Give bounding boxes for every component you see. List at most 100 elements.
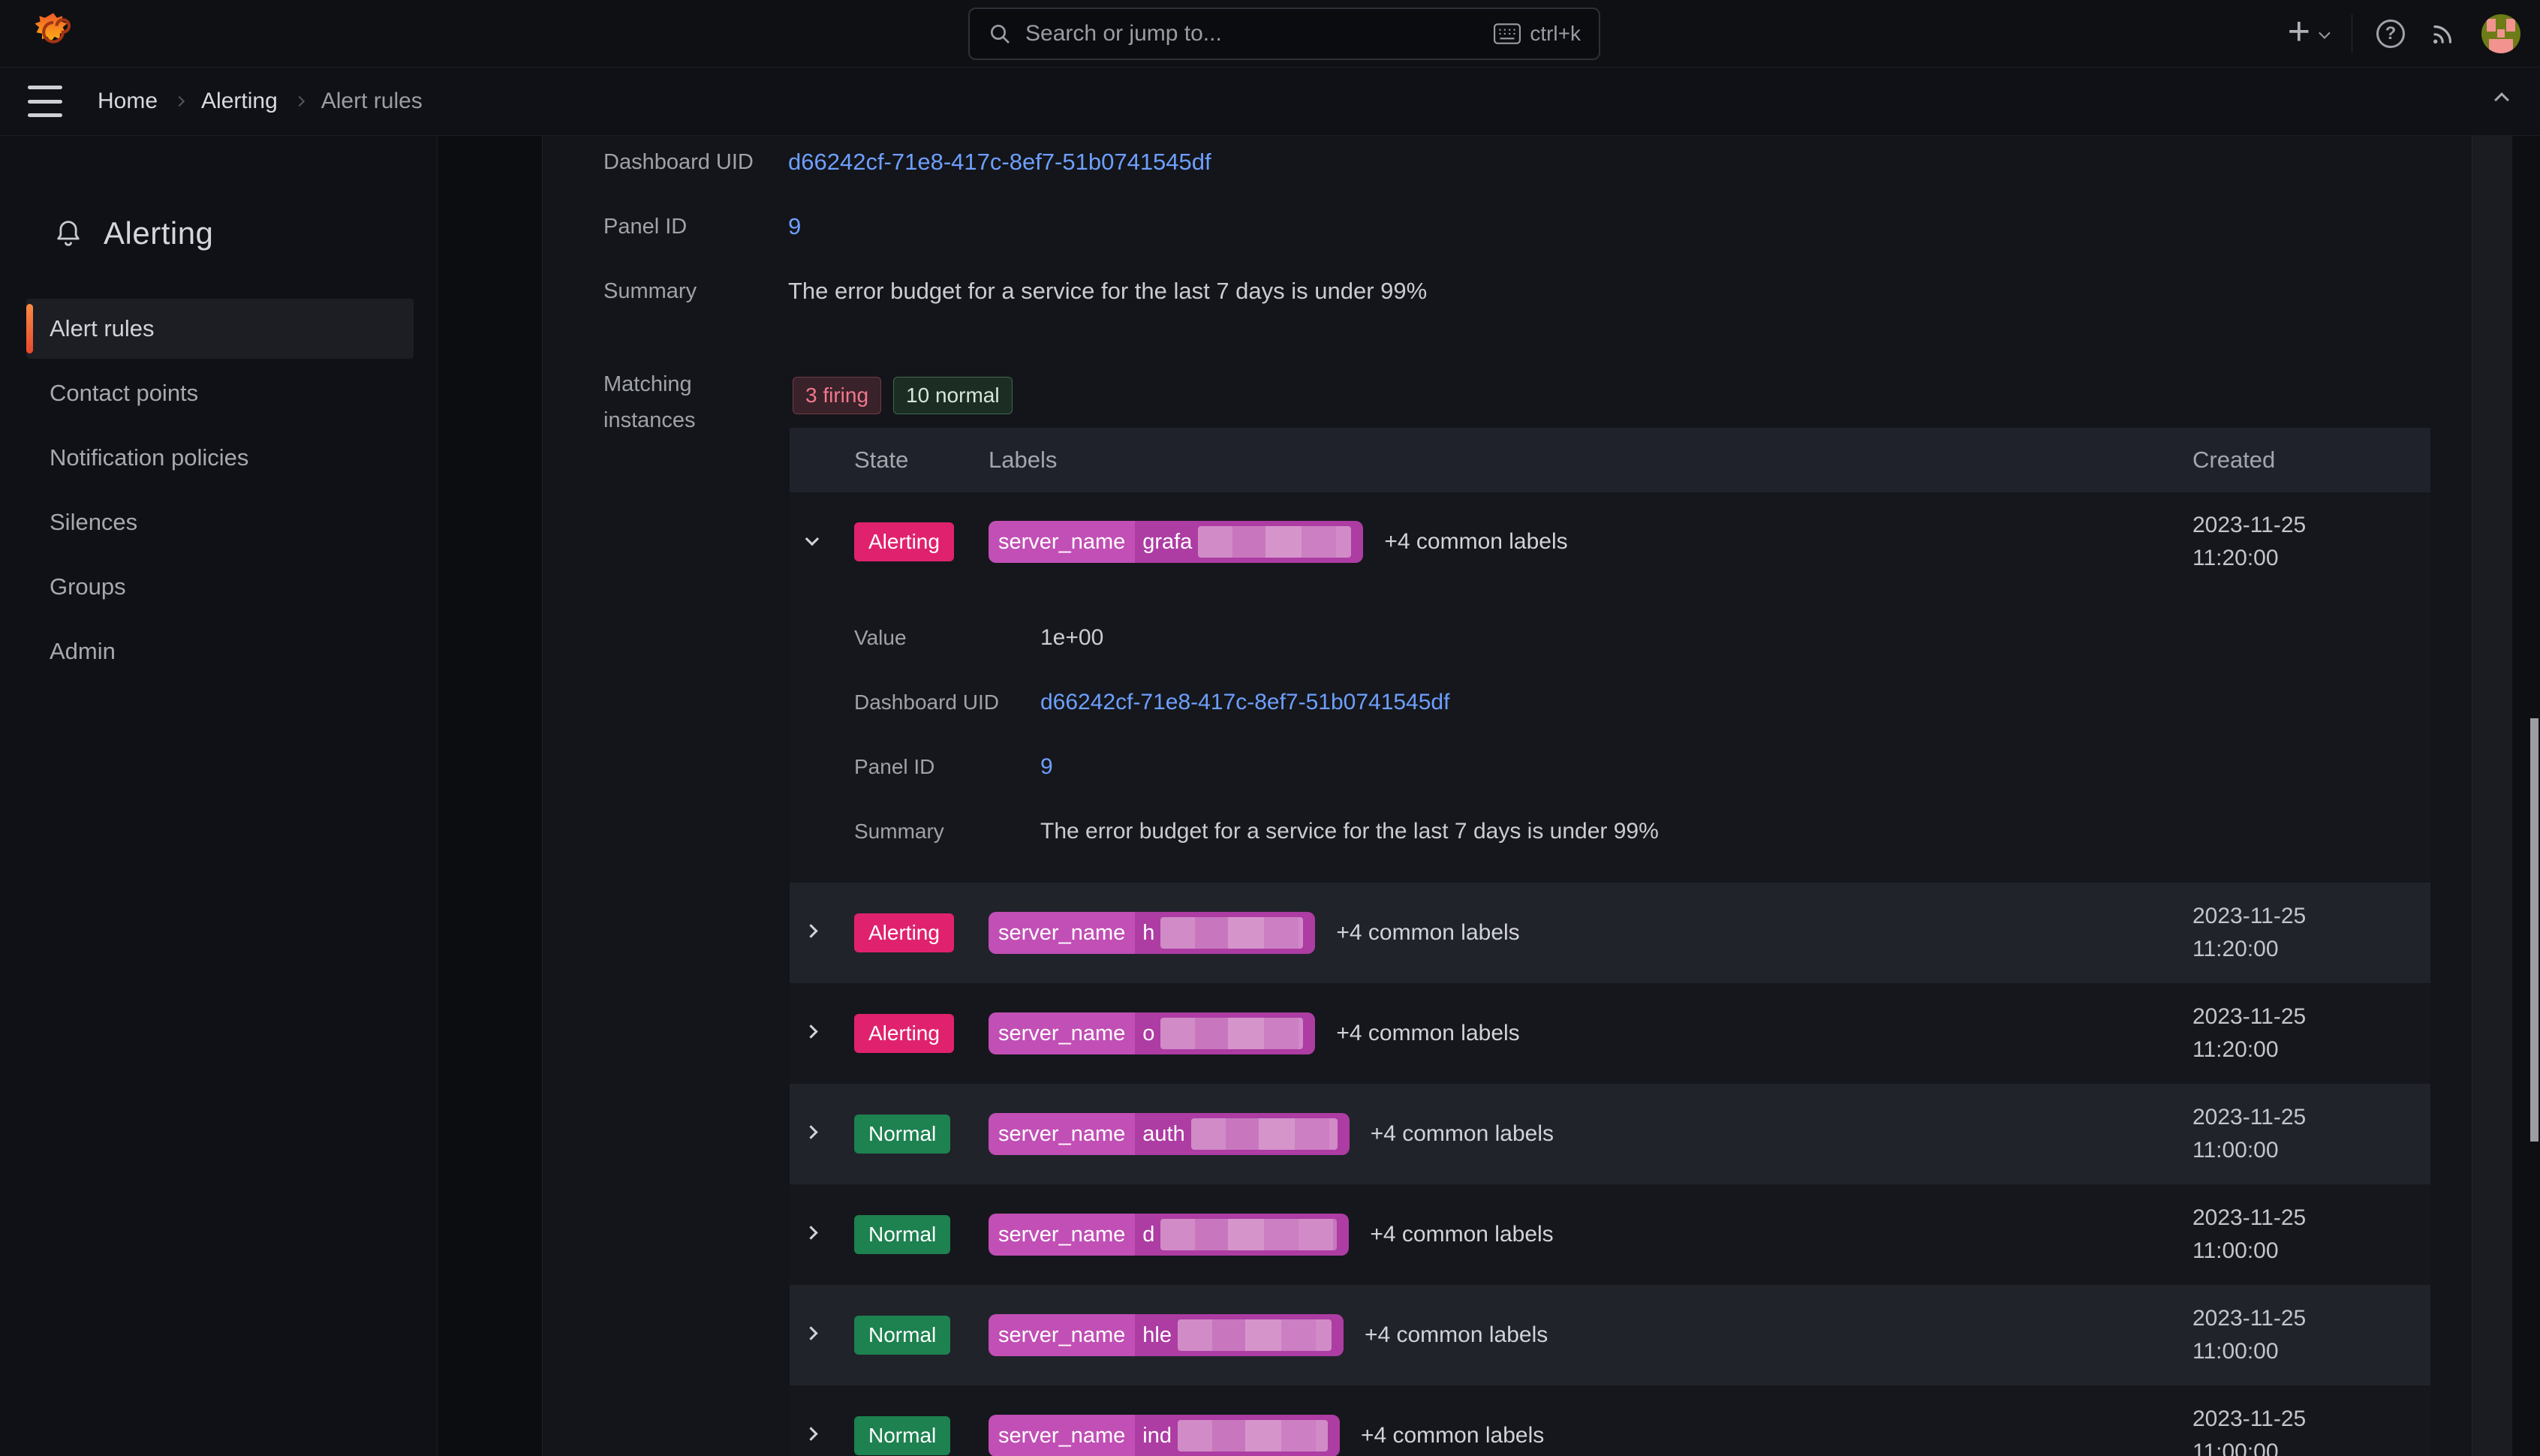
label-pill-value-text: hle [1142,1322,1172,1347]
redacted-blur [1177,1319,1332,1351]
label-pill-value: d [1135,1214,1350,1256]
detail-value: 1e+00 [1040,625,1104,650]
created-timestamp: 2023-11-25 11:20:00 [2192,509,2306,575]
redacted-blur [1160,1018,1304,1049]
firing-count-badge: 3 firing [793,377,882,414]
top-navigation-bar: Search or jump to... ctrl+k + ? [0,0,2540,68]
label-pill: server_name grafa [989,521,1364,563]
common-labels-text: +4 common labels [1360,1423,1545,1448]
label-pill-value: hle [1135,1314,1344,1356]
sidebar-section-title: Alerting [53,210,213,257]
sidebar-item-notification-policies[interactable]: Notification policies [26,428,414,488]
instance-row-header[interactable]: Normal server_name ind +4 common labels 2023… [790,1385,2430,1456]
sidebar-item-label: Alert rules [50,315,155,341]
row-expander-button[interactable] [804,1226,818,1241]
content-right-gutter [2472,136,2512,1456]
search-input[interactable]: Search or jump to... ctrl+k [968,8,1600,60]
instance-row-header[interactable]: Alerting server_name h +4 common labels 2023… [790,883,2430,983]
created-date: 2023-11-25 [2192,1004,2307,1029]
column-header-state: State [854,447,909,473]
search-icon [991,25,1010,44]
menu-toggle-button[interactable] [28,86,62,117]
label-pill-key: server_name [989,1314,1136,1356]
matching-instances-label: Matching instances [603,372,696,432]
labels-cell: server_name ind +4 common labels [989,1415,1544,1456]
state-badge: Alerting [854,1014,954,1053]
created-time: 11:00:00 [2192,1439,2279,1456]
label-pill-value-text: h [1142,920,1155,945]
user-avatar[interactable] [2481,14,2520,53]
redacted-blur [1190,1118,1338,1150]
instance-row-header[interactable]: Alerting server_name grafa +4 common labels… [790,492,2430,591]
field-value-link[interactable]: d66242cf-71e8-417c-8ef7-51b0741545df [788,149,1211,175]
instance-row: Normal server_name ind +4 common labels 2023… [790,1385,2430,1456]
breadcrumb: Home Alerting Alert rules [98,68,423,135]
news-icon[interactable] [2429,20,2457,48]
alert-rule-detail: Dashboard UID d66242cf-71e8-417c-8ef7-51b… [542,136,2472,1456]
created-date: 2023-11-25 [2192,513,2307,537]
detail-value: The error budget for a service for the l… [1040,819,1659,844]
add-new-button[interactable]: + [2288,12,2331,51]
sidebar-item-contact-points[interactable]: Contact points [26,363,414,423]
row-expander-button[interactable] [804,924,818,940]
field-label: Panel ID [603,214,688,239]
sidebar-item-label: Groups [50,573,126,600]
matching-instances-badges: 3 firing 10 normal [793,377,1013,414]
state-badge: Alerting [854,522,954,561]
instance-row-header[interactable]: Normal server_name d +4 common labels 2023-1… [790,1184,2430,1285]
sidebar-item-groups[interactable]: Groups [26,557,414,617]
detail-value-link[interactable]: 9 [1040,754,1053,779]
field-value-link[interactable]: 9 [788,213,802,239]
sidebar-item-silences[interactable]: Silences [26,492,414,552]
collapse-section-button[interactable] [2494,92,2509,109]
scrollbar-thumb[interactable] [2530,718,2538,1142]
label-pill: server_name h [989,912,1316,954]
row-expander-button[interactable] [804,1326,818,1342]
label-pill-value: ind [1135,1415,1340,1456]
sidebar-item-label: Contact points [50,380,199,406]
row-expander-button[interactable] [804,1024,818,1040]
column-header-labels: Labels [989,447,1058,473]
label-pill-value: auth [1135,1113,1350,1155]
breadcrumb-home[interactable]: Home [98,89,158,113]
created-date: 2023-11-25 [2192,1406,2307,1431]
labels-cell: server_name d +4 common labels [989,1214,1554,1256]
chevron-right-icon [804,1226,818,1240]
label-pill-key: server_name [989,521,1136,563]
sidebar-item-alert-rules[interactable]: Alert rules [26,299,414,359]
row-expander-button[interactable] [805,531,820,549]
sidebar-item-admin[interactable]: Admin [26,621,414,681]
instance-row-header[interactable]: Normal server_name hle +4 common labels 2023… [790,1285,2430,1385]
sidebar-item-label: Admin [50,638,116,664]
label-pill-value: o [1135,1012,1316,1054]
breadcrumb-alerting[interactable]: Alerting [201,89,278,113]
instance-row-header[interactable]: Alerting server_name o +4 common labels 2023… [790,983,2430,1084]
redacted-blur [1198,526,1352,558]
help-button[interactable]: ? [2376,20,2405,48]
created-timestamp: 2023-11-25 11:20:00 [2192,900,2306,966]
label-pill-value: grafa [1135,521,1364,563]
instance-row-header[interactable]: Normal server_name auth +4 common labels 202… [790,1084,2430,1184]
created-time: 11:20:00 [2192,1037,2279,1062]
grafana-logo-icon[interactable] [32,10,75,56]
created-time: 11:20:00 [2192,937,2279,961]
chevron-right-icon [804,1125,818,1139]
sidebar-item-label: Silences [50,509,138,535]
detail-label: Panel ID [854,755,935,778]
label-pill-key: server_name [989,1113,1136,1155]
created-time: 11:00:00 [2192,1238,2279,1263]
label-pill-value-text: auth [1142,1121,1185,1146]
row-expander-button[interactable] [804,1427,818,1442]
state-badge: Normal [854,1416,951,1455]
field-label: Dashboard UID [603,149,754,174]
label-pill-value-text: o [1142,1021,1155,1045]
instance-detail-row: Panel ID 9 [854,749,1053,785]
row-expander-button[interactable] [804,1125,818,1141]
label-pill: server_name ind [989,1415,1340,1456]
common-labels-text: +4 common labels [1336,920,1520,945]
created-date: 2023-11-25 [2192,1306,2307,1331]
instance-row: Alerting server_name grafa +4 common labels… [790,492,2430,883]
instances-table-header: State Labels Created [790,428,2430,492]
detail-label: Value [854,626,907,649]
detail-value-link[interactable]: d66242cf-71e8-417c-8ef7-51b0741545df [1040,690,1450,714]
